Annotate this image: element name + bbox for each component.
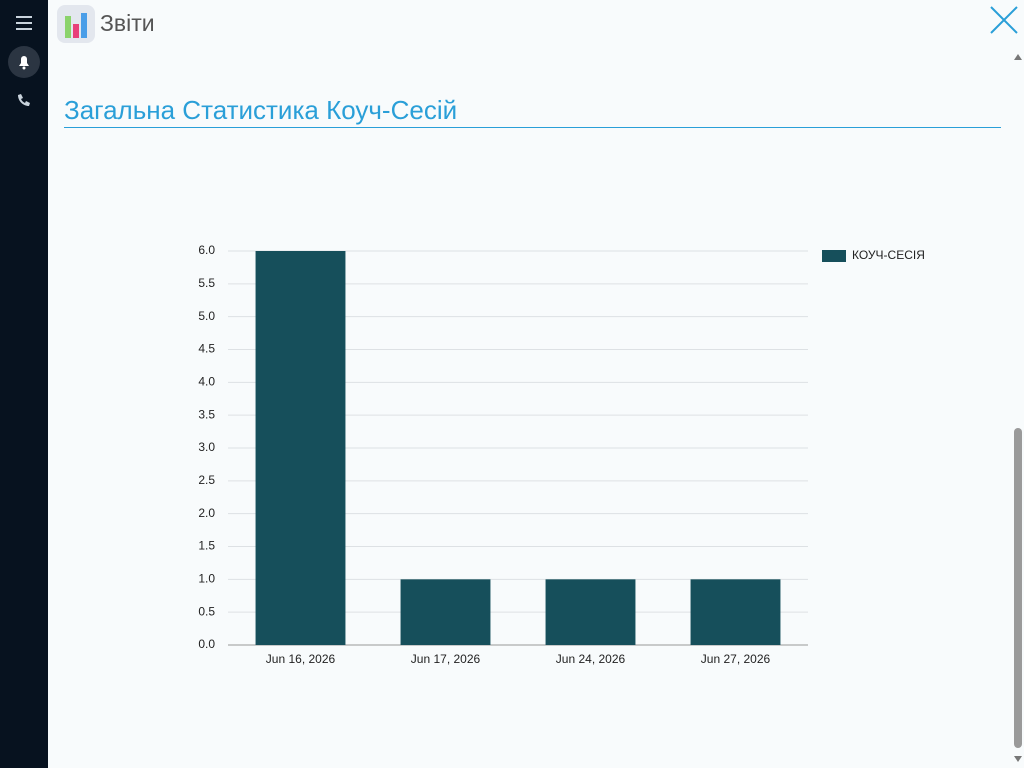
y-tick-label: 2.0 xyxy=(198,506,215,520)
y-tick-label: 4.5 xyxy=(198,342,215,356)
bar xyxy=(545,579,636,645)
header-title: Звіти xyxy=(100,10,155,36)
y-tick-label: 5.5 xyxy=(198,276,215,290)
app-icon xyxy=(57,5,95,43)
y-tick-label: 6.0 xyxy=(198,243,215,257)
menu-button[interactable] xyxy=(16,16,32,30)
y-tick-label: 2.5 xyxy=(198,473,215,487)
x-tick-label: Jun 24, 2026 xyxy=(556,652,626,666)
scrollbar[interactable] xyxy=(1012,48,1024,768)
legend-swatch xyxy=(822,250,846,262)
legend-label: КОУЧ-СЕСІЯ xyxy=(852,248,925,262)
x-tick-label: Jun 27, 2026 xyxy=(701,652,771,666)
x-tick-label: Jun 16, 2026 xyxy=(266,652,336,666)
y-tick-label: 1.0 xyxy=(198,572,215,586)
y-tick-label: 0.0 xyxy=(198,637,215,651)
bar xyxy=(255,251,346,645)
title-underline xyxy=(64,127,1001,128)
bar xyxy=(400,579,491,645)
y-tick-label: 3.0 xyxy=(198,440,215,454)
y-tick-label: 1.5 xyxy=(198,539,215,553)
y-tick-label: 3.5 xyxy=(198,407,215,421)
y-tick-label: 0.5 xyxy=(198,604,215,618)
notifications-button[interactable] xyxy=(8,46,40,78)
y-tick-label: 5.0 xyxy=(198,309,215,323)
sidebar xyxy=(0,0,48,768)
close-button[interactable] xyxy=(988,4,1020,36)
call-button[interactable] xyxy=(18,94,30,106)
sidebar-icons xyxy=(8,16,40,106)
y-tick-label: 4.0 xyxy=(198,375,215,389)
bar xyxy=(690,579,781,645)
x-tick-label: Jun 17, 2026 xyxy=(411,652,481,666)
section-title: Загальна Статистика Коуч-Сесій xyxy=(64,95,458,125)
